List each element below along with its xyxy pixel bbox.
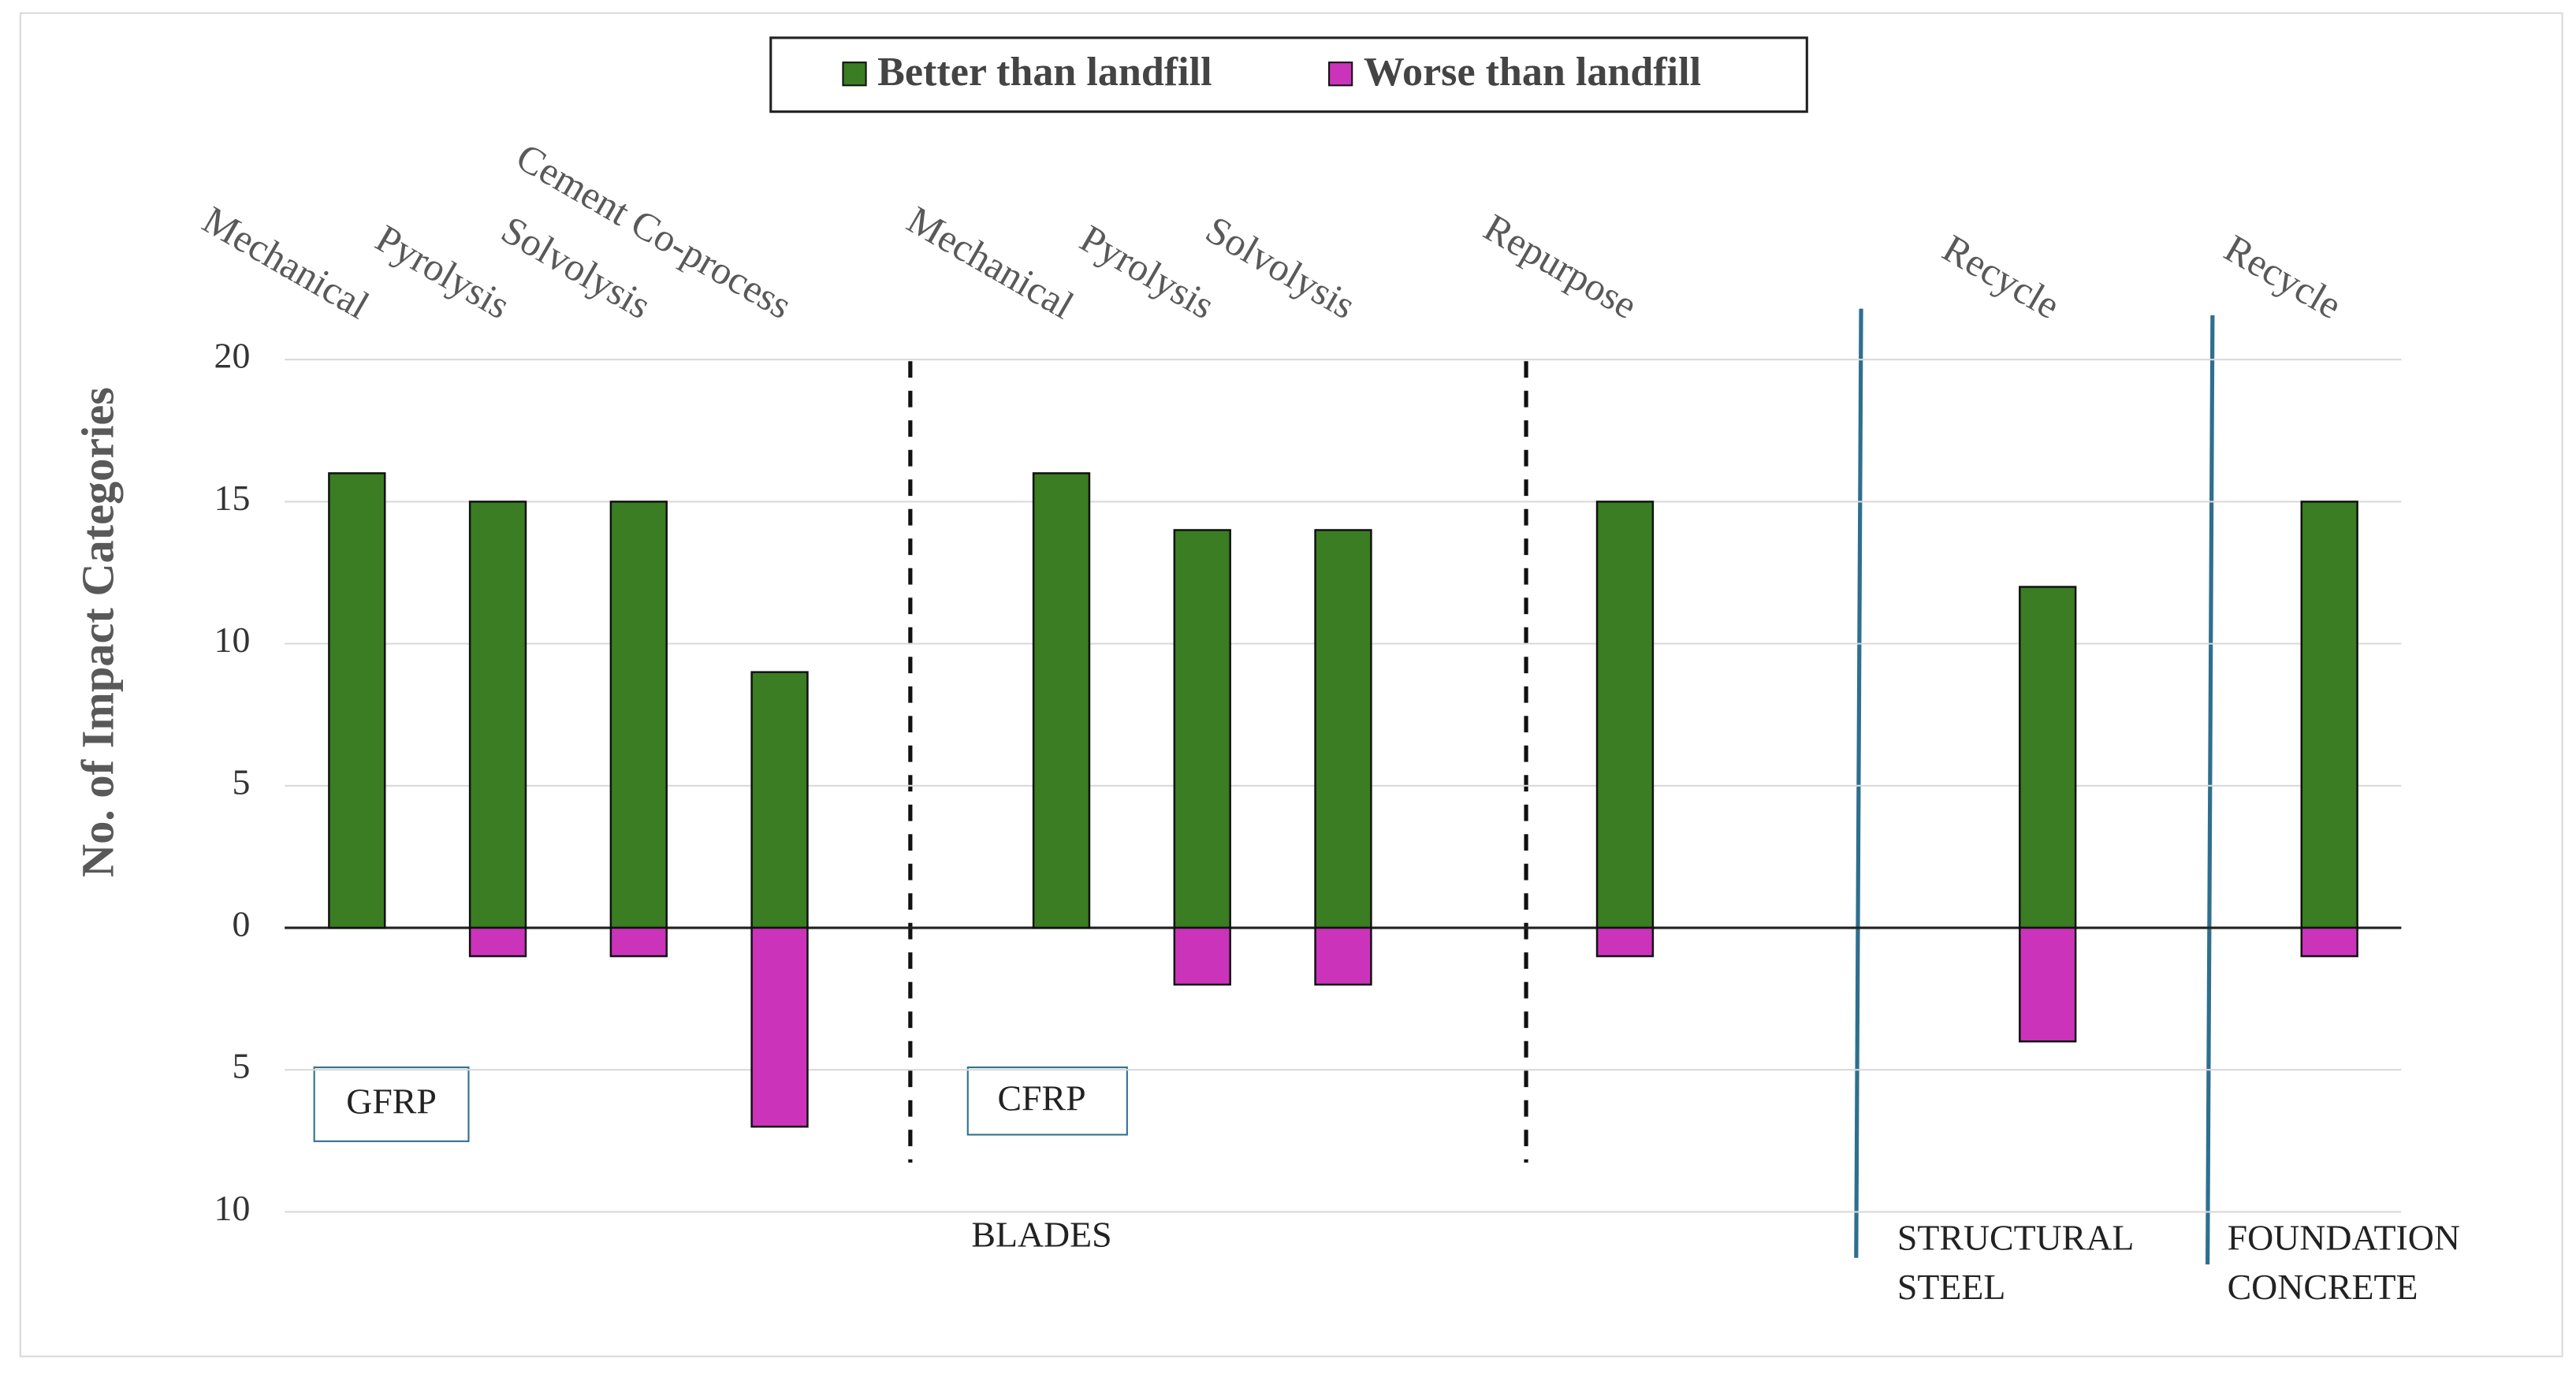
annotation-box bbox=[313, 1066, 470, 1142]
y-tick-label: 20 bbox=[214, 336, 251, 376]
annotation: GFRP bbox=[346, 1081, 437, 1122]
legend-label: Better than landfill bbox=[877, 50, 1212, 95]
y-tick-label: 10 bbox=[214, 1188, 251, 1228]
bar bbox=[468, 926, 527, 958]
annotation: BLADES bbox=[971, 1214, 1111, 1254]
bar bbox=[328, 472, 386, 929]
bar bbox=[2300, 501, 2358, 929]
bar bbox=[1032, 472, 1091, 929]
bar bbox=[2019, 926, 2077, 1043]
y-tick-label: 0 bbox=[232, 904, 250, 944]
y-tick-label: 5 bbox=[232, 761, 250, 802]
annotation-box bbox=[966, 1066, 1128, 1136]
bar bbox=[1314, 926, 1372, 986]
legend-swatch bbox=[842, 61, 867, 87]
bar bbox=[750, 671, 809, 929]
divider bbox=[2206, 315, 2215, 1265]
annotation: CONCRETE bbox=[2228, 1267, 2418, 1307]
y-tick-label: 5 bbox=[232, 1046, 250, 1086]
annotation: STRUCTURAL bbox=[1897, 1217, 2134, 1257]
bar bbox=[2019, 586, 2077, 929]
annotation: FOUNDATION bbox=[2228, 1217, 2460, 1257]
bar bbox=[1314, 529, 1372, 929]
bar bbox=[609, 926, 668, 958]
bar bbox=[1595, 501, 1655, 929]
bar bbox=[750, 926, 809, 1128]
bar bbox=[1173, 529, 1231, 929]
divider bbox=[1854, 308, 1863, 1258]
y-tick-label: 10 bbox=[214, 620, 251, 660]
legend-box bbox=[769, 36, 1808, 114]
chart-frame bbox=[19, 12, 2563, 1357]
bar bbox=[2300, 926, 2358, 958]
y-axis-label: No. of Impact Categories bbox=[72, 387, 123, 877]
bar bbox=[468, 501, 527, 929]
bar bbox=[1173, 926, 1231, 986]
bar bbox=[609, 501, 668, 929]
y-tick-label: 15 bbox=[214, 478, 251, 518]
legend-swatch bbox=[1328, 61, 1353, 87]
bar bbox=[1595, 926, 1655, 958]
annotation: STEEL bbox=[1897, 1267, 2005, 1307]
annotation: CFRP bbox=[997, 1078, 1085, 1118]
legend-label: Worse than landfill bbox=[1364, 50, 1701, 95]
